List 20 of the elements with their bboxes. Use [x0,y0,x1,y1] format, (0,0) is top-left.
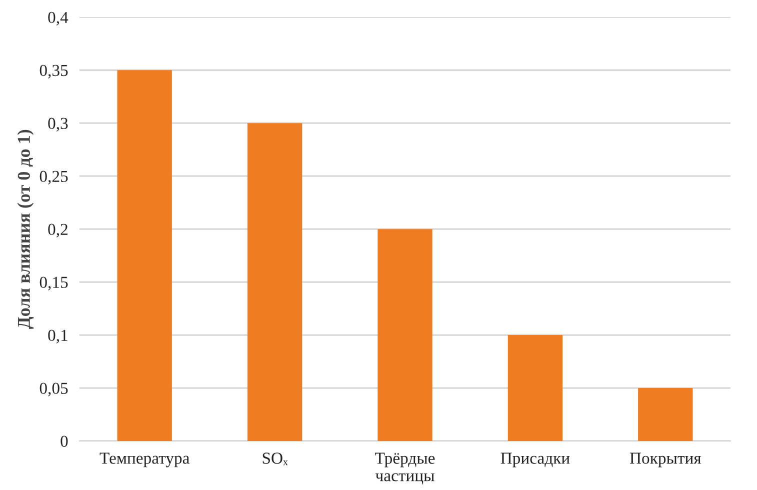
y-tick-label: 0 [60,436,68,447]
y-tick-label: 0,15 [40,276,68,290]
bar [247,123,302,441]
bar [638,388,693,441]
bar [378,229,432,441]
x-tick-label: SOₓ [262,452,288,466]
y-tick-label: 0,3 [48,118,68,132]
y-tick-label: 0,05 [40,382,68,396]
bar [508,335,563,441]
bar [117,70,172,441]
y-axis-title: Доля влияния (от 0 до 1) [17,130,34,329]
x-tick-label: Покрытия [630,452,702,468]
x-tick-label: Трёрдые частицы [375,452,435,484]
x-tick-label: Присадки [500,452,570,468]
x-tick-label: Температура [100,452,190,468]
y-tick-label: 0,25 [40,170,68,184]
y-tick-label: 0,35 [40,64,68,78]
y-tick-label: 0,4 [48,12,68,26]
y-tick-label: 0,1 [48,330,68,344]
y-tick-label: 0,2 [48,224,68,238]
